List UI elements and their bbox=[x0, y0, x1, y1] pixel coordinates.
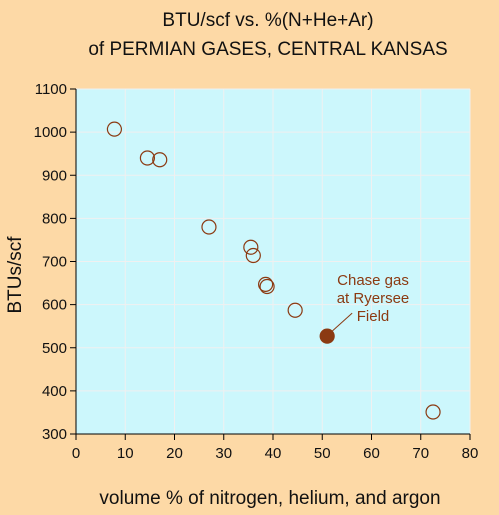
annotation-leader-line bbox=[331, 312, 353, 332]
annotation-text-line: Chase gas bbox=[337, 272, 409, 289]
x-tick-label: 10 bbox=[117, 445, 134, 462]
data-point bbox=[243, 239, 259, 255]
x-axis-label: volume % of nitrogen, helium, and argon bbox=[99, 488, 440, 509]
grid bbox=[76, 88, 471, 434]
data-point bbox=[258, 276, 274, 292]
data-point bbox=[425, 404, 441, 420]
x-tick-label: 0 bbox=[72, 445, 80, 462]
y-axis-label: BTUs/scf bbox=[5, 236, 26, 314]
x-tick-label: 50 bbox=[314, 445, 331, 462]
x-tick-label: 60 bbox=[363, 445, 380, 462]
data-point bbox=[106, 121, 123, 137]
annotation-text-line: at Ryersee bbox=[337, 290, 410, 307]
data-point bbox=[201, 219, 217, 235]
data-point bbox=[139, 150, 156, 166]
x-tick-label: 80 bbox=[462, 445, 479, 462]
y-tick-label: 700 bbox=[42, 254, 67, 271]
x-tick-label: 20 bbox=[166, 445, 183, 462]
x-tick-label: 70 bbox=[412, 445, 429, 462]
y-tick-label: 1000 bbox=[34, 124, 67, 141]
y-tick-label: 900 bbox=[42, 167, 67, 184]
data-point bbox=[287, 302, 303, 318]
data-point bbox=[245, 247, 261, 264]
chart-title: BTU/scf vs. %(N+He+Ar) bbox=[162, 10, 373, 31]
ticks: 0 10 20 30 40 50 60 70 80 300 400 500 600 700 800 900 10… bbox=[34, 81, 479, 462]
data-point bbox=[152, 152, 168, 168]
y-tick-label: 800 bbox=[42, 210, 67, 227]
x-tick-label: 30 bbox=[215, 445, 232, 462]
y-tick-label: 300 bbox=[42, 426, 67, 443]
y-tick-label: 500 bbox=[42, 340, 67, 357]
data-point bbox=[259, 278, 275, 295]
chart-subtitle: of PERMIAN GASES, CENTRAL KANSAS bbox=[88, 39, 447, 60]
annotation-text-line: Field bbox=[357, 308, 390, 325]
highlighted-data-point bbox=[319, 328, 335, 344]
y-tick-label: 1100 bbox=[35, 81, 67, 98]
y-tick-label: 600 bbox=[42, 297, 67, 314]
x-tick-label: 40 bbox=[265, 445, 282, 462]
y-tick-label: 400 bbox=[42, 383, 67, 400]
data-points bbox=[106, 121, 441, 420]
